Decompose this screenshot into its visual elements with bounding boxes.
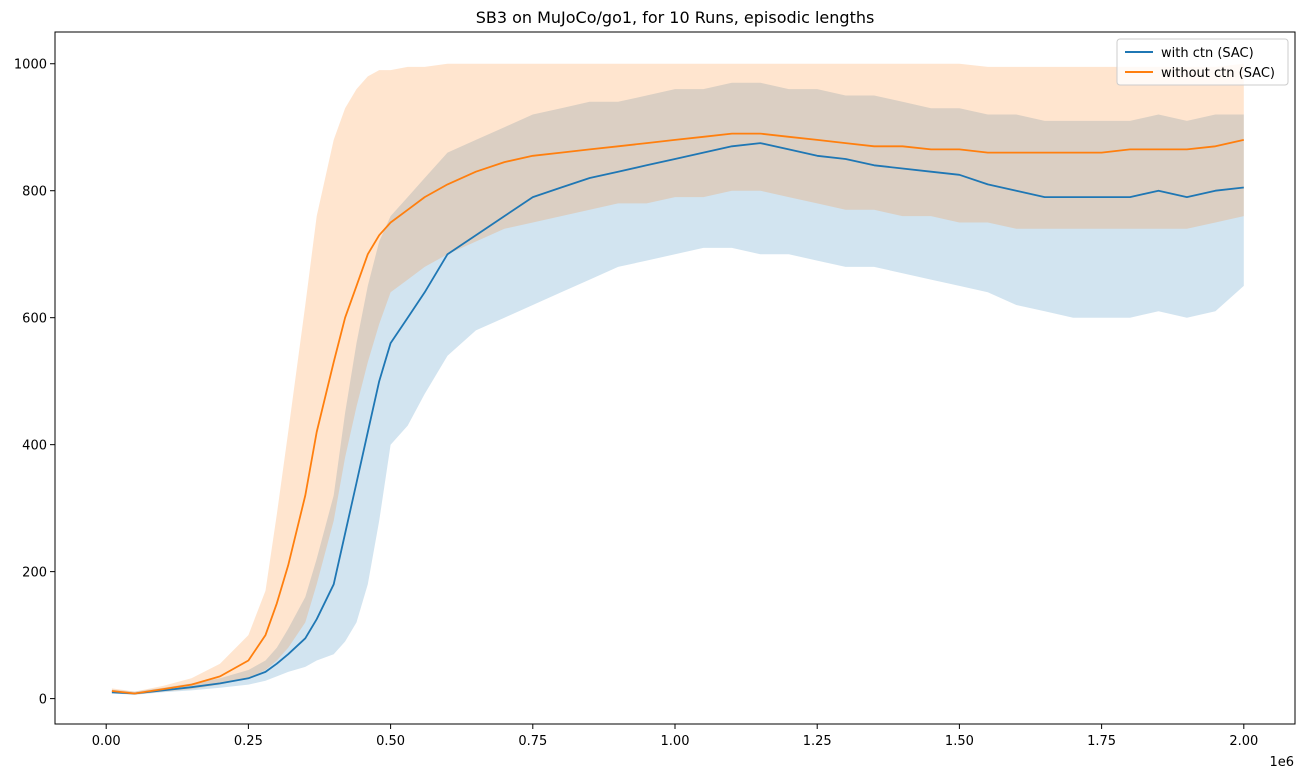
- x-tick-label: 0.00: [92, 734, 121, 749]
- legend-box: [1116, 38, 1289, 86]
- confidence-bands: [111, 63, 1244, 695]
- x-tick-label: 2.00: [1229, 734, 1258, 749]
- x-tick-label: 1.00: [661, 734, 690, 749]
- legend: with ctn (SAC) without ctn (SAC): [1116, 38, 1289, 86]
- series-band-1: [111, 82, 1244, 695]
- legend-label-1: with ctn (SAC): [1161, 46, 1254, 61]
- y-tick-label: 600: [22, 312, 47, 327]
- series-line-2: [111, 132, 1244, 695]
- x-tick-label: 0.25: [234, 734, 263, 749]
- y-tick-label: 400: [22, 439, 47, 454]
- x-tick-label: 1.25: [803, 734, 832, 749]
- y-tick-label: 200: [22, 566, 47, 581]
- y-axis: 0 200 400 600 800 1000: [14, 58, 55, 708]
- series-lines: [111, 132, 1244, 695]
- x-tick-label: 0.50: [376, 734, 405, 749]
- x-tick-label: 0.75: [518, 734, 547, 749]
- legend-label-2: without ctn (SAC): [1161, 66, 1275, 81]
- x-axis-offset-label: 1e6: [1269, 755, 1294, 770]
- chart-title: SB3 on MuJoCo/go1, for 10 Runs, episodic…: [476, 8, 875, 27]
- y-tick-label: 1000: [14, 58, 47, 73]
- x-axis: 0.00 0.25 0.50 0.75 1.00 1.25 1.50 1.75 2.00: [92, 724, 1258, 749]
- x-tick-label: 1.50: [945, 734, 974, 749]
- series-band-2: [111, 63, 1244, 695]
- series-line-1: [111, 142, 1244, 695]
- y-tick-label: 0: [39, 693, 47, 708]
- y-tick-label: 800: [22, 185, 47, 200]
- x-tick-label: 1.75: [1087, 734, 1116, 749]
